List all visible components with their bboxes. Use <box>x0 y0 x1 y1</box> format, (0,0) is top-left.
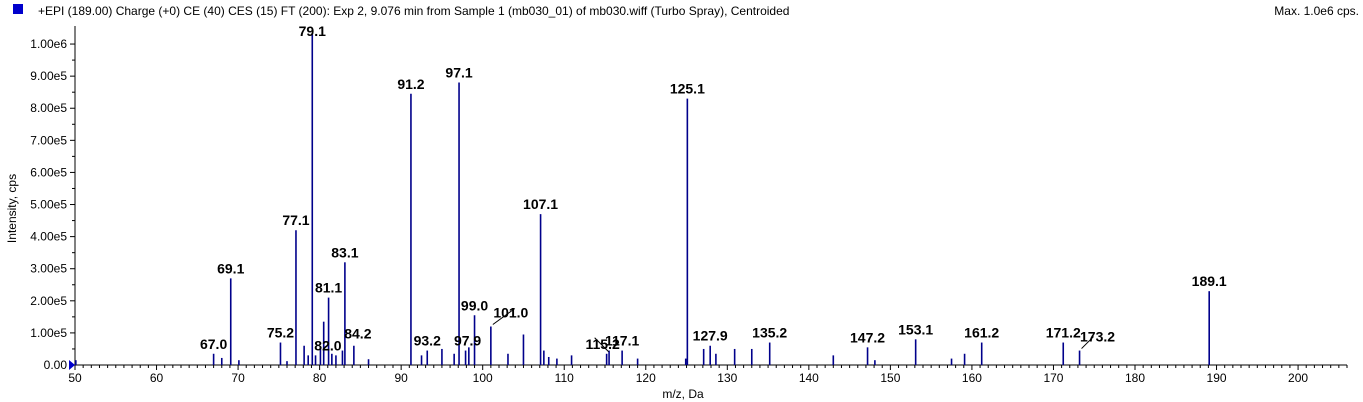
x-tick-label: 50 <box>68 371 82 385</box>
x-tick-label: 100 <box>473 371 493 385</box>
peak-labels: 67.0 69.1 75.2 77.1 79.1 81.1 82.0 83.1 84.2 91.2… <box>200 23 1227 353</box>
y-axis-title: Intensity, cps <box>5 174 19 243</box>
x-tick-label: 80 <box>313 371 327 385</box>
peak-label: 117.1 <box>605 333 639 349</box>
legend-swatch <box>13 4 23 14</box>
label-leader-line <box>1081 336 1094 349</box>
y-tick-label: 0.00 <box>44 358 68 372</box>
peak-label: 97.1 <box>445 65 472 81</box>
x-tick-label: 110 <box>555 371 574 385</box>
y-tick-label: 9.00e5 <box>30 69 67 83</box>
max-intensity-label: Max. 1.0e6 cps. <box>1274 4 1359 18</box>
peak-label: 115.2 <box>585 336 619 352</box>
x-tick-label: 190 <box>1207 371 1227 385</box>
peak-label: 81.1 <box>315 280 342 296</box>
x-tick-label: 130 <box>717 371 737 385</box>
peak-label: 93.2 <box>414 333 441 349</box>
label-leader-line <box>492 308 516 325</box>
peak-label: 147.2 <box>850 329 885 345</box>
peak-label: 125.1 <box>670 81 705 97</box>
peak-label: 127.9 <box>693 328 728 344</box>
x-tick-label: 70 <box>231 371 245 385</box>
x-tick-label: 90 <box>394 371 408 385</box>
peak-label: 75.2 <box>267 325 294 341</box>
chart-header: +EPI (189.00) Charge (+0) CE (40) CES (1… <box>0 0 1363 22</box>
peak-label: 161.2 <box>964 325 999 341</box>
origin-marker <box>69 360 75 370</box>
y-tick-label: 1.00e6 <box>30 37 67 51</box>
peak-label: 91.2 <box>397 76 424 92</box>
peak-series <box>75 34 1210 365</box>
peak-label: 84.2 <box>344 326 371 342</box>
peak-label: 82.0 <box>314 337 341 353</box>
y-tick-label: 8.00e5 <box>30 101 67 115</box>
peak-label: 79.1 <box>299 23 326 39</box>
x-tick-label: 180 <box>1125 371 1145 385</box>
x-tick-label: 160 <box>962 371 982 385</box>
peak-label: 171.2 <box>1046 325 1081 341</box>
peak-label: 97.9 <box>454 333 481 349</box>
peak-label: 189.1 <box>1192 273 1227 289</box>
label-leader-line <box>594 337 609 353</box>
axes: 50 60 70 80 90 100 110 120 130 140 150 160 170 180 190… <box>30 26 1348 385</box>
x-axis-title: m/z, Da <box>662 387 704 401</box>
peak-label: 173.2 <box>1080 329 1115 345</box>
y-tick-label: 4.00e5 <box>30 230 67 244</box>
y-tick-label: 7.00e5 <box>30 133 67 147</box>
x-tick-label: 60 <box>150 371 164 385</box>
peak-label: 135.2 <box>752 325 787 341</box>
y-tick-label: 6.00e5 <box>30 165 67 179</box>
peak-label: 77.1 <box>282 212 309 228</box>
y-tick-label: 2.00e5 <box>30 294 67 308</box>
y-tick-label: 3.00e5 <box>30 262 67 276</box>
peak-label: 67.0 <box>200 336 227 352</box>
peak-label: 153.1 <box>898 321 933 337</box>
peak-label: 83.1 <box>331 244 358 260</box>
x-tick-label: 140 <box>799 371 819 385</box>
y-tick-label: 1.00e5 <box>30 326 67 340</box>
peak-label: 99.0 <box>461 297 488 313</box>
x-tick-label: 200 <box>1288 371 1308 385</box>
peak-label: 107.1 <box>523 196 558 212</box>
chart-title: +EPI (189.00) Charge (+0) CE (40) CES (1… <box>38 4 790 18</box>
x-tick-label: 170 <box>1043 371 1063 385</box>
peak-label: 101.0 <box>493 304 528 320</box>
x-tick-label: 150 <box>880 371 900 385</box>
y-tick-label: 5.00e5 <box>30 198 67 212</box>
x-tick-label: 120 <box>636 371 656 385</box>
peak-label: 69.1 <box>217 260 244 276</box>
